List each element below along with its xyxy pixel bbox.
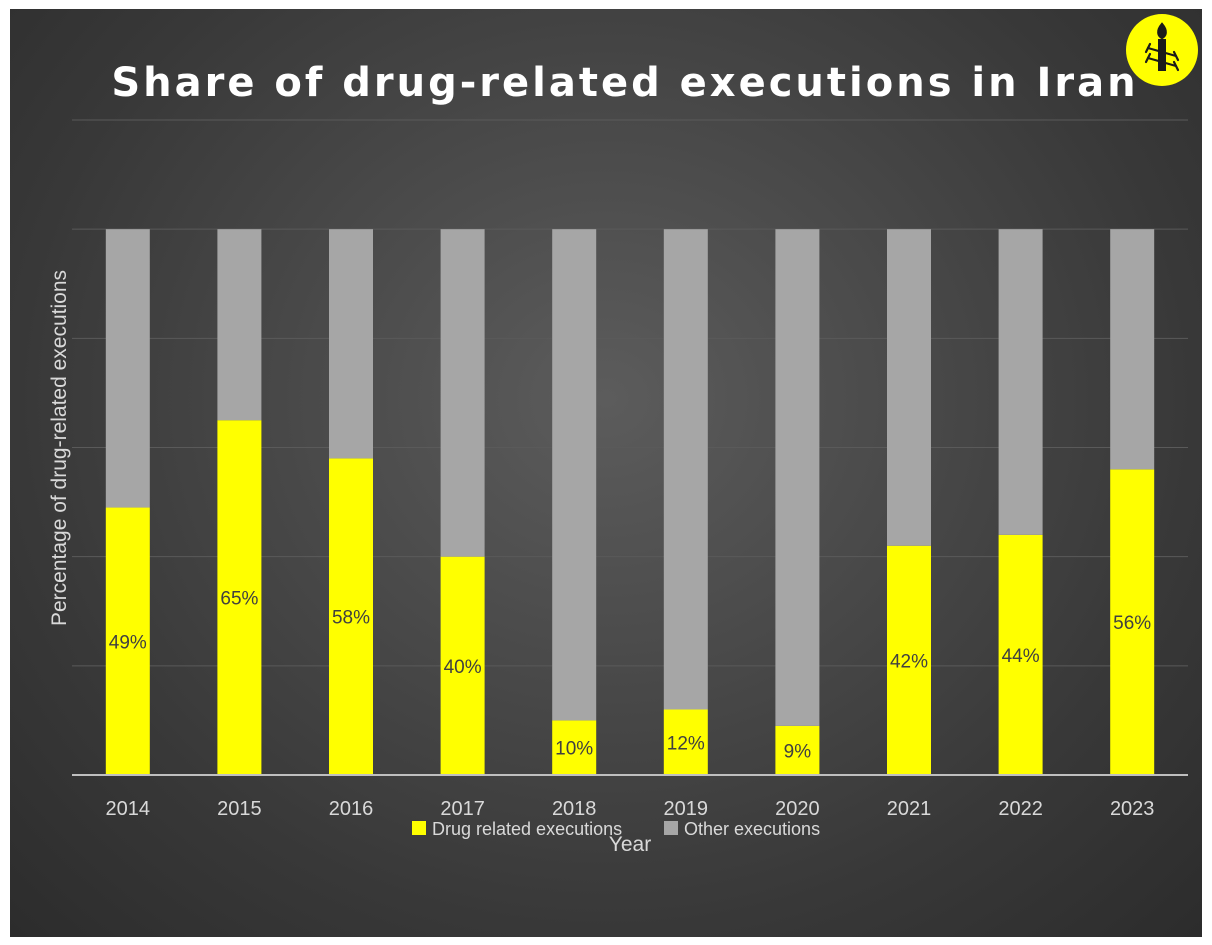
x-tick-label: 2017 (440, 798, 485, 820)
y-axis-title: Percentage of drug-related executions (48, 270, 71, 626)
x-tick-label: 2018 (552, 798, 597, 820)
x-tick-label: 2023 (1110, 798, 1155, 820)
x-tick-label: 2022 (998, 798, 1043, 820)
bar-drug-related-2018 (552, 720, 597, 775)
bar-drug-related-2015 (217, 420, 262, 775)
bar-drug-related-2016 (329, 458, 373, 775)
bar-other-2014 (105, 229, 150, 508)
bar-other-2019 (663, 229, 708, 710)
candle-in-barbed-wire-icon (1144, 22, 1180, 72)
bar-other-2023 (1110, 229, 1155, 470)
bar-drug-related-2019 (663, 709, 708, 775)
data-label: 12% (667, 733, 705, 754)
bar-drug-related-2023 (1110, 469, 1155, 775)
x-tick-label: 2020 (775, 798, 820, 820)
x-axis-title: Year (609, 833, 651, 856)
data-label: 9% (784, 741, 812, 762)
bar-drug-related-2020 (775, 725, 820, 775)
legend-swatch-other (664, 821, 678, 835)
x-tick-labels: 2014 2015 2016 2017 2018 2019 2020 2021 2022 2023 (106, 798, 1155, 820)
bar-other-2021 (887, 229, 931, 546)
bar-other-2020 (775, 229, 820, 726)
x-tick-label: 2016 (329, 798, 374, 820)
bar-drug-related-2017 (440, 556, 485, 775)
bar-other-2018 (552, 229, 597, 721)
bar-drug-related-2014 (105, 507, 150, 775)
data-label: 10% (555, 739, 593, 760)
bar-drug-related-2021 (887, 545, 931, 775)
chart-title: Share of drug-related executions in Iran (111, 60, 1138, 106)
bar-drug-related-2022 (998, 534, 1043, 775)
bar-other-2016 (329, 229, 373, 459)
data-label: 65% (220, 589, 258, 610)
data-label: 49% (109, 632, 147, 653)
bar-other-2015 (217, 229, 262, 421)
x-tick-label: 2015 (217, 798, 262, 820)
bars (105, 229, 1155, 775)
bar-other-2022 (998, 229, 1043, 535)
x-tick-label: 2021 (887, 798, 932, 820)
legend-label-drug-related: Drug related executions (432, 819, 622, 839)
logo (1126, 14, 1198, 86)
data-label: 44% (1002, 646, 1040, 667)
x-tick-label: 2019 (664, 798, 709, 820)
data-label: 56% (1113, 613, 1151, 634)
data-labels: 49% 65% 58% 40% 10% 12% 9% 42% 44% 56% (109, 589, 1152, 763)
x-tick-label: 2014 (106, 798, 151, 820)
data-label: 40% (444, 657, 482, 678)
legend-label-other: Other executions (684, 819, 820, 839)
legend-swatch-drug-related (412, 821, 426, 835)
data-label: 58% (332, 608, 370, 629)
bar-other-2017 (440, 229, 485, 557)
legend: Drug related executions Other executions (412, 819, 820, 839)
data-label: 42% (890, 651, 928, 672)
